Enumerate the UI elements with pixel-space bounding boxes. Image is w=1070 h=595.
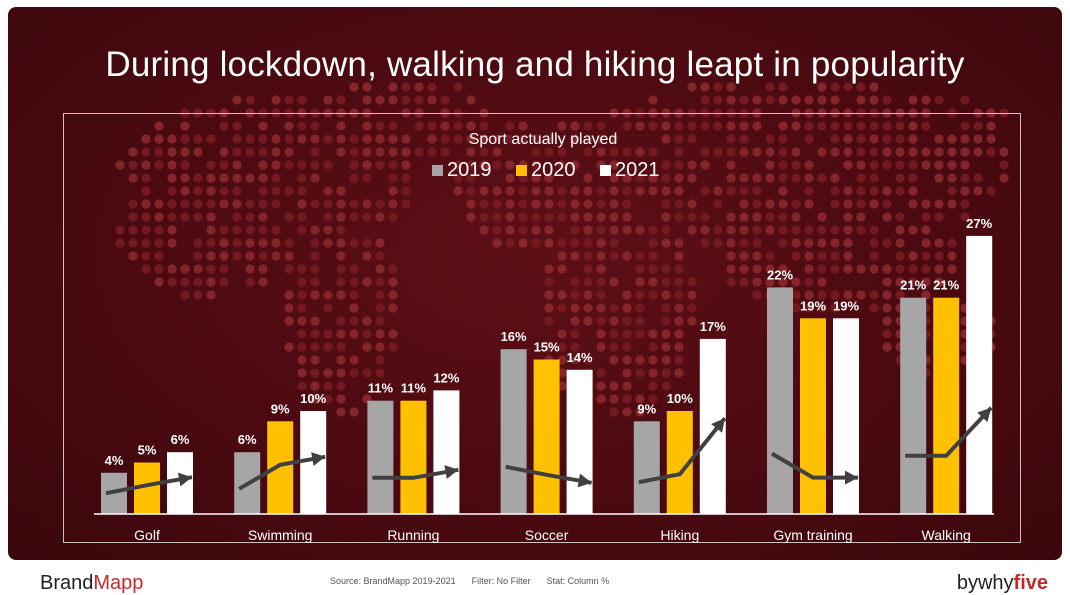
trend-arrow-line — [238, 454, 326, 491]
trend-arrow-head — [845, 470, 858, 485]
trend-arrow-line — [105, 475, 193, 496]
x-tick-label: Gym training — [773, 527, 852, 543]
footer-meta: Source: BrandMapp 2019-2021 Filter: No Fi… — [330, 576, 625, 586]
data-label: 9% — [637, 401, 656, 416]
trend-arrows — [105, 406, 993, 496]
source-text: Source: BrandMapp 2019-2021 — [330, 576, 456, 586]
legend-label-2021: 2021 — [615, 159, 660, 181]
data-label: 27% — [966, 216, 992, 231]
trend-arrow-line — [770, 451, 858, 480]
trend-arrow-head — [577, 473, 592, 488]
legend-swatch-2020 — [516, 165, 527, 176]
x-tick-label: Soccer — [525, 527, 569, 543]
chart-frame: Sport actually played 2019 2020 2021 4% 5% 6… — [63, 113, 1021, 543]
data-label: 12% — [433, 370, 459, 385]
x-tick-label: Running — [387, 527, 439, 543]
x-tick-label: Walking — [922, 527, 971, 543]
data-label: 14% — [567, 350, 593, 365]
x-axis-labels: Golf Swimming Running Soccer Hiking Gym train… — [134, 527, 971, 543]
bar-soccer-2019 — [500, 349, 527, 514]
data-label: 21% — [900, 278, 926, 293]
data-label: 11% — [401, 381, 427, 396]
trend-arrow-head — [177, 472, 192, 487]
bar-hiking-2019 — [633, 421, 660, 514]
legend-swatch-2019 — [432, 165, 443, 176]
bar-gym-training-2021 — [833, 318, 859, 514]
trend-arrow-line — [638, 416, 727, 485]
bar-running-2019 — [367, 400, 394, 514]
chart-title: Sport actually played — [469, 131, 618, 148]
bars: 4% 5% 6% 6% 9% 10% 11% 11% 12% 16% 15% 14% 9% 10% 17% 2… — [101, 216, 993, 514]
legend-label-2019: 2019 — [447, 159, 492, 181]
legend-swatch-2021 — [600, 165, 611, 176]
data-label: 21% — [933, 278, 959, 293]
trend-arrow-line — [905, 406, 993, 458]
legend-label-2020: 2020 — [531, 159, 576, 181]
trend-arrow-line — [372, 467, 459, 480]
data-label: 16% — [501, 329, 527, 344]
legend: 2019 2020 2021 — [432, 159, 660, 181]
data-label: 4% — [105, 453, 124, 468]
data-label: 6% — [238, 432, 257, 447]
data-label: 19% — [833, 298, 859, 313]
data-label: 10% — [667, 391, 693, 406]
slide-title: During lockdown, walking and hiking leap… — [105, 45, 965, 84]
bar-walking-2020 — [933, 297, 960, 514]
trend-arrow-head — [311, 452, 326, 466]
bar-gym-training-2020 — [800, 318, 826, 514]
whyfive-logo: bywhyfive — [956, 572, 1048, 594]
filter-text: Filter: No Filter — [471, 576, 531, 586]
bar-gym-training-2019 — [767, 287, 793, 514]
slide: During lockdown, walking and hiking leap… — [8, 7, 1062, 560]
data-label: 15% — [534, 340, 560, 355]
x-tick-label: Golf — [134, 527, 160, 543]
bar-chart: Sport actually played 2019 2020 2021 4% 5% 6… — [94, 131, 994, 543]
bar-walking-2021 — [966, 235, 993, 514]
bar-soccer-2020 — [533, 359, 560, 514]
trend-arrow-head — [711, 418, 725, 433]
bar-running-2020 — [400, 400, 427, 514]
data-label: 6% — [171, 432, 190, 447]
data-label: 17% — [700, 319, 726, 334]
x-tick-label: Hiking — [660, 527, 699, 543]
trend-arrow-head — [444, 465, 459, 479]
trend-arrow-head — [977, 407, 992, 423]
bar-running-2021 — [433, 390, 460, 514]
data-label: 5% — [138, 443, 157, 458]
bar-walking-2019 — [900, 297, 927, 514]
data-label: 22% — [767, 267, 793, 282]
bar-swimming-2020 — [267, 421, 294, 514]
brandmapp-logo: BrandMapp — [40, 572, 144, 594]
data-label: 11% — [368, 381, 394, 396]
stat-text: Stat: Column % — [546, 576, 610, 586]
x-tick-label: Swimming — [248, 527, 313, 543]
data-label: 19% — [800, 298, 826, 313]
trend-arrow-line — [505, 464, 592, 485]
bar-soccer-2021 — [566, 369, 593, 514]
data-label: 10% — [300, 391, 326, 406]
data-label: 9% — [271, 401, 290, 416]
